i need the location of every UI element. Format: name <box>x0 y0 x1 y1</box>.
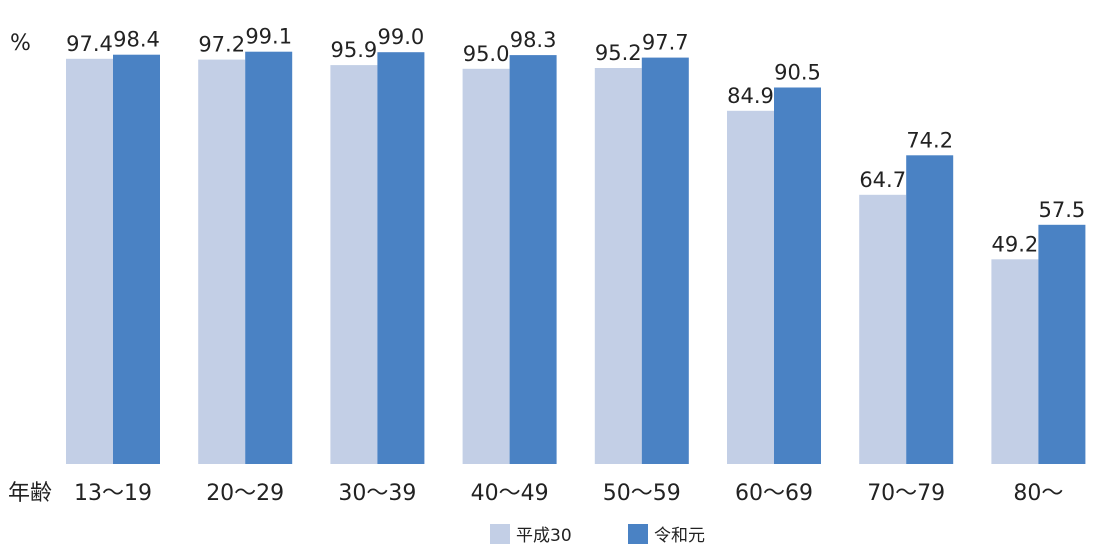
data-label-series1-1: 97.2 <box>198 33 245 57</box>
x-tick-label-1: 20～29 <box>206 481 284 506</box>
data-label-series2-6: 74.2 <box>906 128 953 152</box>
value-labels-layer: 97.4 98.4 97.2 99.1 95.999.0 95.098.3 95.2 97.7… <box>66 25 1085 257</box>
bar-series2-5 <box>774 87 821 464</box>
x-tick-label-7: 80～ <box>1013 481 1063 506</box>
data-label-series2-5: 90.5 <box>774 61 821 85</box>
data-label-series2-0: 98.4 <box>113 28 160 52</box>
x-tick-label-5: 60～69 <box>735 481 813 506</box>
bar-series1-3 <box>462 68 510 465</box>
legend-swatch-1 <box>490 524 510 544</box>
data-label-series2-7: 57.5 <box>1039 198 1086 222</box>
bar-series1-6 <box>859 194 907 465</box>
x-tick-labels-layer: 13～19 20～29 30～39 40～49 50～59 60～69 70～79 80～ <box>74 481 1063 506</box>
data-label-series2-3: 98.3 <box>510 28 557 52</box>
legend-label-2: 令和元 <box>654 526 705 546</box>
data-label-series1-7: 49.2 <box>992 232 1039 256</box>
x-tick-label-0: 13～19 <box>74 481 152 506</box>
legend-label-1: 平成30 <box>516 526 572 546</box>
x-axis-title: 年齢 <box>8 481 52 506</box>
legend-swatch-2 <box>628 524 648 544</box>
bar-series1-7 <box>991 259 1039 464</box>
data-label-series1-6: 64.7 <box>859 168 906 192</box>
bar-series2-6 <box>906 155 954 465</box>
data-label-series2-4: 97.7 <box>642 31 689 55</box>
x-tick-label-2: 30～39 <box>338 481 416 506</box>
y-unit-label: % <box>10 31 31 56</box>
bar-series1-4 <box>594 68 642 464</box>
bar-series2-7 <box>1038 224 1086 464</box>
bar-series2-2 <box>377 52 425 464</box>
data-label-series1-3: 95.0 <box>463 42 510 66</box>
data-label-series1-2: 95.9 <box>331 38 378 62</box>
legend: 平成30 令和元 <box>490 524 705 546</box>
data-label-series2-1: 99.1 <box>245 25 292 49</box>
bar-series2-4 <box>641 57 689 464</box>
x-tick-label-3: 40～49 <box>471 481 549 506</box>
bar-series2-1 <box>245 51 293 464</box>
x-tick-label-4: 50～59 <box>603 481 681 506</box>
bar-series2-3 <box>509 55 557 464</box>
data-label-series1-4: 95.2 <box>595 41 642 65</box>
bar-series1-5 <box>727 110 774 465</box>
bar-series1-1 <box>198 59 246 464</box>
bar-series2-0 <box>113 54 160 464</box>
bar-series1-2 <box>330 65 378 464</box>
bar-series1-0 <box>66 58 113 465</box>
x-tick-label-6: 70～79 <box>867 481 945 506</box>
bars-layer <box>66 51 1086 465</box>
data-label-series1-5: 84.9 <box>727 84 774 108</box>
data-label-series2-2: 99.0 <box>378 25 425 49</box>
data-label-series1-0: 97.4 <box>66 32 113 56</box>
